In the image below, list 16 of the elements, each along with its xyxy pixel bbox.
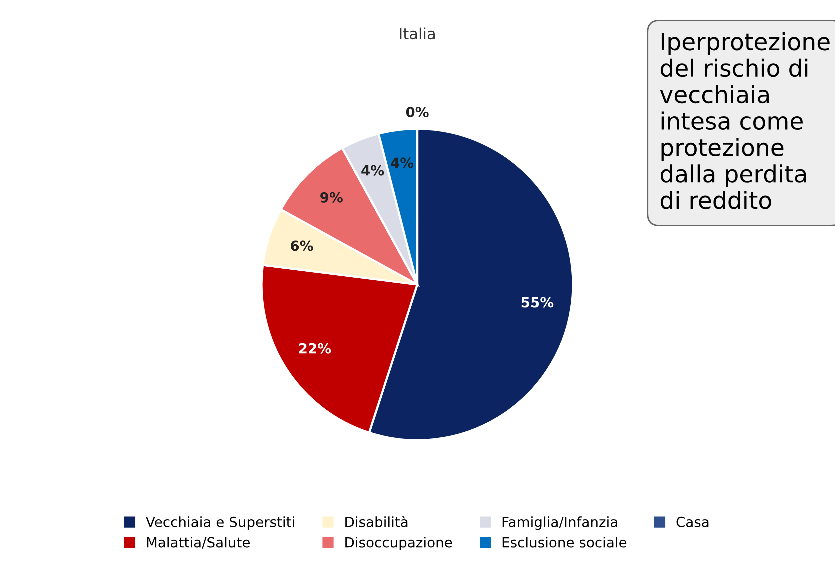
legend-label: Esclusione sociale [502,537,627,548]
data-label: 4% [391,158,414,168]
data-label: 22% [299,343,332,354]
text: Iperprotezione del rischio di vecchiaia intesa come protezione dalla perdita di reddito [660,32,830,210]
legend-label: Disoccupazione [346,537,452,550]
data-label: 9% [320,192,343,203]
chart-title: Italia [400,28,435,40]
data-label: 4% [362,165,384,176]
legend-label: Disabilità [346,516,408,528]
legend-label: Casa [676,516,709,528]
legend-label: Vecchiaia e Superstiti [146,516,294,530]
legend-label: Famiglia/Infanzia [502,516,618,530]
data-label: 6% [291,240,314,252]
data-label: 55% [522,297,554,308]
text: 0% [406,106,429,118]
legend-label: Malattia/Salute [147,537,250,549]
